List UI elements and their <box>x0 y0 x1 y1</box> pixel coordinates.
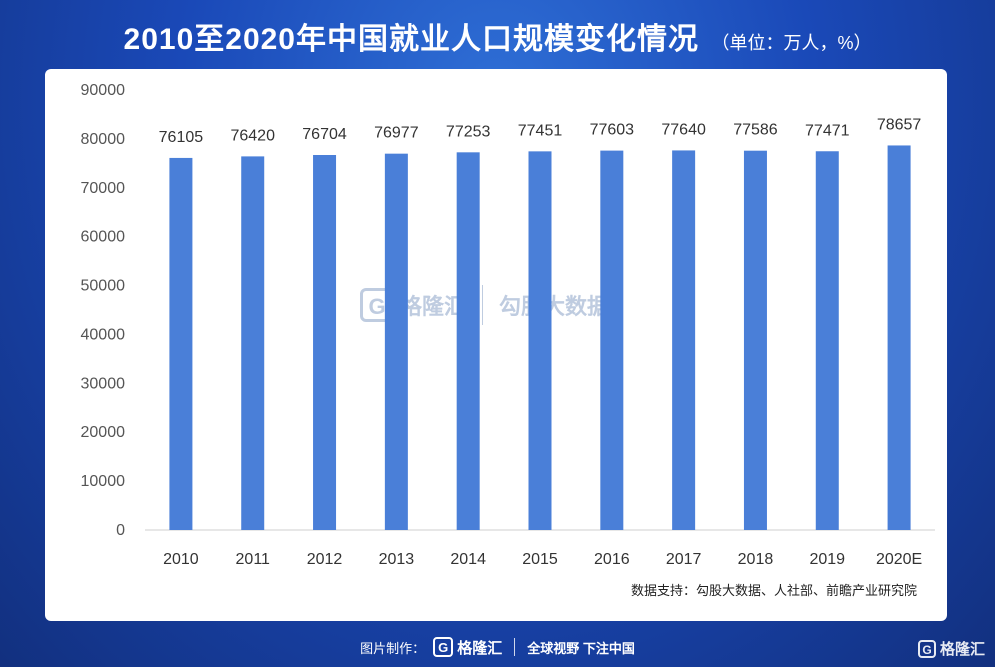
x-tick-label: 2018 <box>738 551 774 568</box>
footer: 图片制作： G 格隆汇 全球视野 下注中国 <box>0 632 995 662</box>
data-label: 77586 <box>733 122 778 139</box>
x-tick-label: 2016 <box>594 551 630 568</box>
data-label: 77603 <box>590 122 635 139</box>
x-tick-label: 2012 <box>307 551 343 568</box>
y-tick-label: 10000 <box>81 473 126 490</box>
data-label: 76704 <box>302 126 347 143</box>
footer-slogan: 全球视野 下注中国 <box>527 640 635 656</box>
corner-logo: G 格隆汇 <box>917 638 985 659</box>
chart-card: G 格隆汇 勾股大数据 0 10000 20000 30000 40000 50000 60… <box>45 69 947 621</box>
bar <box>600 150 624 531</box>
bar <box>743 150 767 530</box>
watermark-divider <box>482 285 484 325</box>
data-source: 数据支持：勾股大数据、人社部、前瞻产业研究院 <box>630 583 917 598</box>
chart-title: 2010至2020年中国就业人口规模变化情况 <box>123 23 699 56</box>
x-tick-label: 2014 <box>450 551 486 568</box>
chart-title-bar: 2010至2020年中国就业人口规模变化情况 （单位：万人，%） <box>0 14 995 58</box>
watermark: G 格隆汇 勾股大数据 <box>360 285 609 325</box>
data-label: 76105 <box>159 129 204 146</box>
y-tick-label: 50000 <box>81 278 126 295</box>
data-label: 77253 <box>446 123 491 140</box>
bar <box>672 150 696 530</box>
y-tick-label: 30000 <box>81 375 126 392</box>
footer-brand: 格隆汇 <box>457 639 503 657</box>
corner-logo-icon: G <box>917 639 936 658</box>
x-tick-label: 2019 <box>809 551 845 568</box>
x-tick-label: 2015 <box>522 551 558 568</box>
y-tick-label: 0 <box>116 522 125 539</box>
footer-made-by: 图片制作： <box>360 640 426 656</box>
x-tick-label: 2010 <box>163 551 199 568</box>
y-tick-label: 70000 <box>81 180 126 197</box>
footer-divider <box>514 638 516 656</box>
bar <box>313 155 337 530</box>
bar <box>169 157 193 530</box>
bar <box>241 156 265 530</box>
y-tick-label: 80000 <box>81 131 126 148</box>
bar <box>887 145 911 531</box>
data-label: 77451 <box>518 122 563 139</box>
data-label: 76977 <box>374 125 419 142</box>
corner-brand: 格隆汇 <box>939 641 985 658</box>
watermark-brand-2: 勾股大数据 <box>499 294 610 319</box>
data-label: 77471 <box>805 122 850 139</box>
y-tick-label: 20000 <box>81 424 126 441</box>
x-tick-label: 2013 <box>379 551 415 568</box>
data-label: 78657 <box>877 116 922 133</box>
x-tick-label: 2017 <box>666 551 702 568</box>
x-tick-label: 2011 <box>236 551 271 568</box>
y-tick-label: 60000 <box>81 229 126 246</box>
watermark-brand: 格隆汇 <box>400 294 467 319</box>
bar <box>528 151 552 530</box>
data-label: 77640 <box>661 121 706 138</box>
y-tick-label: 40000 <box>81 326 126 343</box>
footer-logo-icon: G <box>433 637 454 657</box>
bar <box>384 153 408 530</box>
bar <box>456 152 480 530</box>
y-tick-label: 90000 <box>81 82 126 99</box>
chart-unit: （单位：万人，%） <box>711 33 872 53</box>
data-label: 76420 <box>230 127 275 144</box>
bar <box>815 151 839 530</box>
x-tick-label: 2020E <box>876 551 922 568</box>
bar-chart: 0 10000 20000 30000 40000 50000 60000 70000 8000… <box>81 82 935 568</box>
